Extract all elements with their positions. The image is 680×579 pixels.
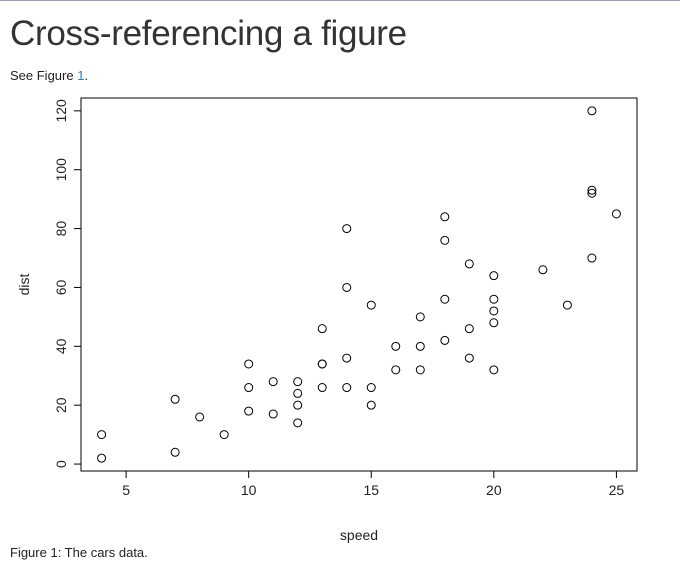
data-point <box>464 353 474 363</box>
data-points <box>97 106 621 463</box>
data-point <box>587 253 597 263</box>
y-axis-label: dist <box>16 274 32 296</box>
x-axis-label: speed <box>340 527 378 543</box>
data-point <box>342 282 352 292</box>
y-tick-label: 20 <box>53 397 69 413</box>
y-tick-label: 60 <box>53 279 69 295</box>
data-point <box>317 359 327 369</box>
data-point <box>587 188 597 198</box>
data-point <box>562 300 572 310</box>
y-tick-label: 80 <box>53 221 69 237</box>
y-axis: 0 20 40 60 80 100 120 <box>53 99 82 468</box>
data-point <box>244 406 254 416</box>
data-point <box>440 212 450 222</box>
data-point <box>538 265 548 275</box>
data-point <box>366 383 376 393</box>
data-point <box>342 224 352 234</box>
see-suffix: . <box>84 68 89 83</box>
y-tick-label: 100 <box>53 158 69 182</box>
data-point <box>440 235 450 245</box>
data-point <box>489 365 499 375</box>
page-title: Cross-referencing a figure <box>10 14 407 53</box>
scatter-chart: 5 10 15 20 25 0 20 40 60 80 100 120 speed dist <box>16 97 638 543</box>
y-tick-label: 120 <box>53 99 69 123</box>
data-point <box>317 324 327 334</box>
x-tick-label: 10 <box>241 482 257 498</box>
figure-reference-text: See Figure 1. <box>10 68 88 83</box>
data-point <box>268 377 278 387</box>
x-tick-label: 25 <box>609 482 625 498</box>
data-point <box>489 294 499 304</box>
data-point <box>342 383 352 393</box>
data-point <box>170 394 180 404</box>
data-point <box>489 271 499 281</box>
data-point <box>366 400 376 410</box>
data-point <box>97 430 107 440</box>
x-tick-label: 20 <box>486 482 502 498</box>
data-point <box>415 312 425 322</box>
data-point <box>391 365 401 375</box>
data-point <box>366 300 376 310</box>
data-point <box>464 259 474 269</box>
x-tick-label: 5 <box>122 482 130 498</box>
data-point <box>391 341 401 351</box>
data-point <box>611 209 621 219</box>
data-point <box>195 412 205 422</box>
x-axis: 5 10 15 20 25 <box>122 470 625 498</box>
data-point <box>97 453 107 463</box>
data-point <box>268 409 278 419</box>
data-point <box>317 383 327 393</box>
data-point <box>489 318 499 328</box>
data-point <box>489 306 499 316</box>
data-point <box>587 106 597 116</box>
data-point <box>440 335 450 345</box>
data-point <box>415 365 425 375</box>
y-tick-label: 0 <box>53 460 69 468</box>
x-tick-label: 15 <box>363 482 379 498</box>
data-point <box>293 400 303 410</box>
data-point <box>219 430 229 440</box>
see-prefix: See Figure <box>10 68 78 83</box>
data-point <box>587 185 597 195</box>
data-point <box>244 383 254 393</box>
top-border <box>0 0 680 1</box>
data-point <box>464 324 474 334</box>
data-point <box>342 353 352 363</box>
data-point <box>293 377 303 387</box>
data-point <box>440 294 450 304</box>
data-point <box>244 359 254 369</box>
data-point <box>293 388 303 398</box>
data-point <box>293 418 303 428</box>
data-point <box>170 447 180 457</box>
y-tick-label: 40 <box>53 338 69 354</box>
figure-caption: Figure 1: The cars data. <box>10 545 148 560</box>
data-point <box>415 341 425 351</box>
plot-frame <box>80 97 638 472</box>
figure-reference-link[interactable]: 1 <box>77 68 85 83</box>
